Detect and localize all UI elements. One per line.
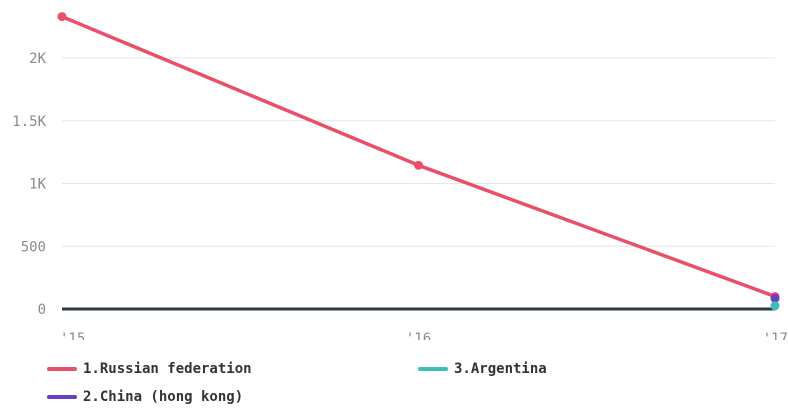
legend-item-argentina[interactable]: 3.Argentina bbox=[418, 358, 547, 380]
y-tick-label: 500 bbox=[21, 239, 46, 255]
series-line bbox=[60, 14, 777, 299]
legend-swatch bbox=[47, 367, 77, 371]
series-lines bbox=[60, 14, 777, 299]
legend-label: 2.China (hong kong) bbox=[83, 389, 244, 405]
data-point[interactable] bbox=[770, 301, 780, 311]
data-point[interactable] bbox=[414, 160, 423, 170]
y-tick-label: 1K bbox=[29, 177, 46, 193]
legend-label: 1.Russian federation bbox=[83, 361, 252, 377]
data-point[interactable] bbox=[57, 12, 67, 22]
x-tick-label: '17 bbox=[763, 331, 788, 340]
y-axis: 0 500 1K 1.5K 2K bbox=[12, 51, 46, 318]
series-points bbox=[57, 12, 780, 311]
data-point[interactable] bbox=[770, 293, 780, 303]
y-tick-label: 1.5K bbox=[12, 114, 46, 130]
legend-item-china-hong-kong[interactable]: 2.China (hong kong) bbox=[47, 386, 243, 408]
legend: 1.Russian federation 3.Argentina 2.China… bbox=[47, 356, 747, 406]
legend-label: 3.Argentina bbox=[454, 361, 547, 377]
grid-lines bbox=[62, 57, 775, 247]
x-tick-label: '15 bbox=[60, 331, 85, 340]
y-tick-label: 2K bbox=[29, 51, 46, 67]
legend-item-russian-federation[interactable]: 1.Russian federation bbox=[47, 358, 252, 380]
x-tick-label: '16 bbox=[406, 331, 431, 340]
legend-swatch bbox=[418, 367, 448, 371]
y-tick-label: 0 bbox=[38, 302, 46, 318]
x-axis: '15 '16 '17 bbox=[60, 307, 788, 340]
legend-swatch bbox=[47, 395, 77, 399]
line-chart: 0 500 1K 1.5K 2K '15 '16 '17 bbox=[12, 12, 788, 340]
